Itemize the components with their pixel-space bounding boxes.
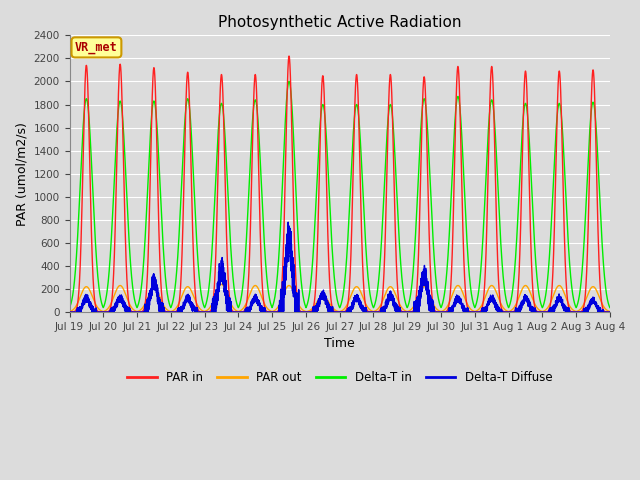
Legend: PAR in, PAR out, Delta-T in, Delta-T Diffuse: PAR in, PAR out, Delta-T in, Delta-T Dif… [122,367,557,389]
Y-axis label: PAR (umol/m2/s): PAR (umol/m2/s) [15,122,28,226]
Title: Photosynthetic Active Radiation: Photosynthetic Active Radiation [218,15,461,30]
X-axis label: Time: Time [324,337,355,350]
Text: VR_met: VR_met [75,41,118,54]
